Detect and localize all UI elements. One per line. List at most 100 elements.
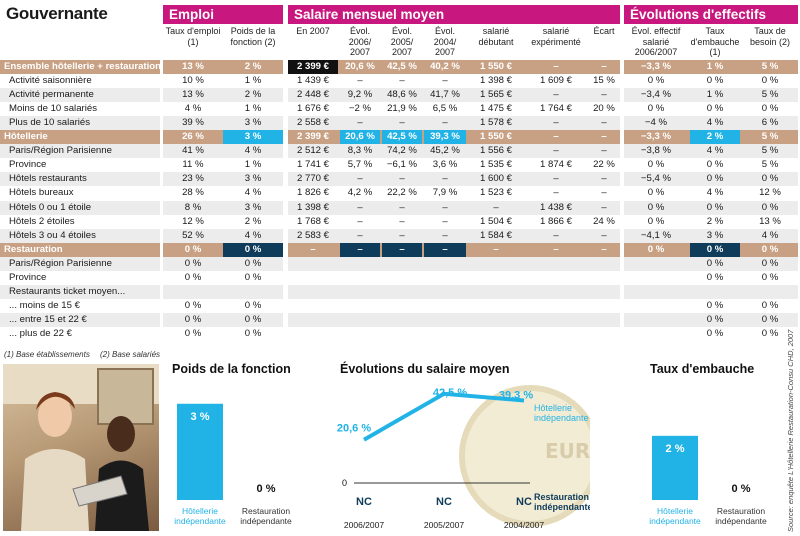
table-cell: –	[399, 229, 405, 241]
table-cell: –	[442, 117, 448, 129]
table-cell: 0 %	[761, 299, 779, 311]
page-title: Gouvernante	[6, 4, 108, 23]
table-cell: 0 %	[706, 201, 724, 213]
table-cell: 20 %	[593, 103, 615, 115]
row-stripe	[0, 284, 160, 299]
table-row: Province 0 % 0 % 0 % 0 %	[0, 271, 798, 285]
table-cell: –	[310, 243, 316, 255]
table-cell: 28 %	[182, 187, 204, 199]
table-cell: 0 %	[184, 257, 202, 269]
row-label: Activité permanente	[9, 89, 94, 101]
bar-value-label: 0 %	[257, 483, 276, 495]
table-row: ... plus de 22 € 0 % 0 % 0 % 0 %	[0, 327, 798, 341]
section-band	[624, 60, 798, 74]
table-cell: –	[601, 201, 607, 213]
table-cell: –	[601, 89, 607, 101]
table-cell: 1 %	[244, 75, 262, 87]
table-cell: 0 %	[244, 271, 262, 283]
row-label: Hôtellerie	[4, 131, 48, 143]
table-cell: −6,1 %	[386, 159, 418, 171]
table-cell: 0 %	[706, 103, 724, 115]
table-cell: 52 %	[182, 229, 204, 241]
row-stripe	[163, 144, 283, 159]
table-row: Paris/Région Parisienne 0 % 0 % 0 % 0 %	[0, 256, 798, 271]
row-stripe	[288, 172, 620, 187]
table-cell: 5 %	[761, 131, 779, 143]
row-stripe	[288, 200, 620, 215]
table-cell: 4 %	[244, 229, 262, 241]
row-stripe	[288, 144, 620, 159]
series-label-hotellerie: indépendante	[534, 413, 589, 423]
table-cell: 0 %	[761, 75, 779, 87]
table-cell: 0 %	[761, 327, 779, 339]
row-stripe	[163, 256, 283, 271]
table-cell: 0 %	[184, 299, 202, 311]
table-cell: 3 %	[244, 173, 262, 185]
table-row: Paris/Région Parisienne 41 % 4 % 2 512 € 8,3…	[0, 144, 798, 159]
table-cell: 0 %	[244, 299, 262, 311]
row-label: Paris/Région Parisienne	[9, 257, 112, 269]
category-label: Hôtellerie	[657, 506, 693, 516]
table-cell: 2 %	[244, 89, 262, 101]
y-zero-label: 0	[342, 478, 347, 488]
x-tick-label: 2004/2007	[504, 520, 544, 530]
header-emploi: Emploi	[163, 5, 283, 24]
table-cell: –	[553, 117, 559, 129]
table-cell: 2 558 €	[296, 117, 329, 129]
table-cell: –	[399, 215, 405, 227]
x-tick-label: 2005/2007	[424, 520, 464, 530]
row-stripe	[288, 284, 620, 299]
row-stripe	[0, 88, 160, 103]
column-header: Poids de la fonction (2)	[230, 26, 276, 47]
row-stripe	[0, 256, 160, 271]
row-stripe	[288, 88, 620, 103]
row-label: Ensemble hôtellerie + restauration	[4, 61, 162, 72]
table-cell: –	[553, 243, 559, 255]
column-header: Évol. effectif salarié 2006/2007	[631, 26, 681, 57]
row-stripe	[288, 312, 620, 327]
table-cell: –	[442, 229, 448, 241]
row-label: Activité saisonnière	[9, 75, 92, 87]
table-cell: 0 %	[184, 271, 202, 283]
row-stripe	[624, 312, 798, 327]
table-cell: 0 %	[647, 201, 665, 213]
column-header: Taux de besoin (2)	[749, 26, 791, 47]
table-cell: –	[601, 131, 607, 143]
column-header: En 2007	[296, 26, 330, 36]
table-cell: 13 %	[182, 89, 204, 101]
table-cell: 2 %	[706, 215, 724, 227]
table-cell: –	[357, 173, 363, 185]
table-cell: 0 %	[706, 313, 724, 325]
table-row: Hôtels 2 étoiles 12 % 2 % 1 768 € – – – 1 504 €…	[0, 215, 798, 229]
column-divider	[622, 26, 623, 344]
footnote-1: (1) Base établissements	[4, 350, 90, 359]
table-cell: 0 %	[647, 75, 665, 87]
row-stripe	[288, 116, 620, 131]
table-cell: –	[442, 75, 448, 87]
table-cell: 20,6 %	[340, 130, 380, 145]
table-cell: 0 %	[761, 313, 779, 325]
table-cell: 3,6 %	[432, 159, 458, 171]
source-note: Source: enquête L'Hôtellerie Restauratio…	[786, 329, 795, 532]
table-cell: 21,9 %	[387, 103, 417, 115]
row-stripe	[163, 172, 283, 187]
category-label: indépendante	[240, 516, 292, 526]
column-header: salarié débutant	[478, 26, 514, 47]
table-cell: 0 %	[647, 243, 665, 255]
table-row: Hôtels restaurants 23 % 3 % 2 770 € – – – 1 600…	[0, 172, 798, 187]
series-label-restauration: Restauration	[534, 492, 589, 502]
table-cell: −3,3 %	[640, 131, 672, 143]
table-cell: –	[553, 145, 559, 157]
table-cell: 4 %	[706, 187, 724, 199]
table-cell: 6 %	[761, 117, 779, 129]
table-cell: 8 %	[184, 201, 202, 213]
category-label: indépendante	[649, 516, 701, 526]
row-label: ... plus de 22 €	[9, 327, 72, 339]
table-cell: 13 %	[182, 61, 204, 72]
data-label-nc: NC	[356, 496, 372, 508]
bar-value-label: 2 %	[666, 443, 685, 455]
table-cell: 1 826 €	[296, 187, 329, 199]
table-cell: −3,4 %	[640, 89, 672, 101]
row-stripe	[0, 172, 160, 187]
table-cell: 0 %	[647, 215, 665, 227]
